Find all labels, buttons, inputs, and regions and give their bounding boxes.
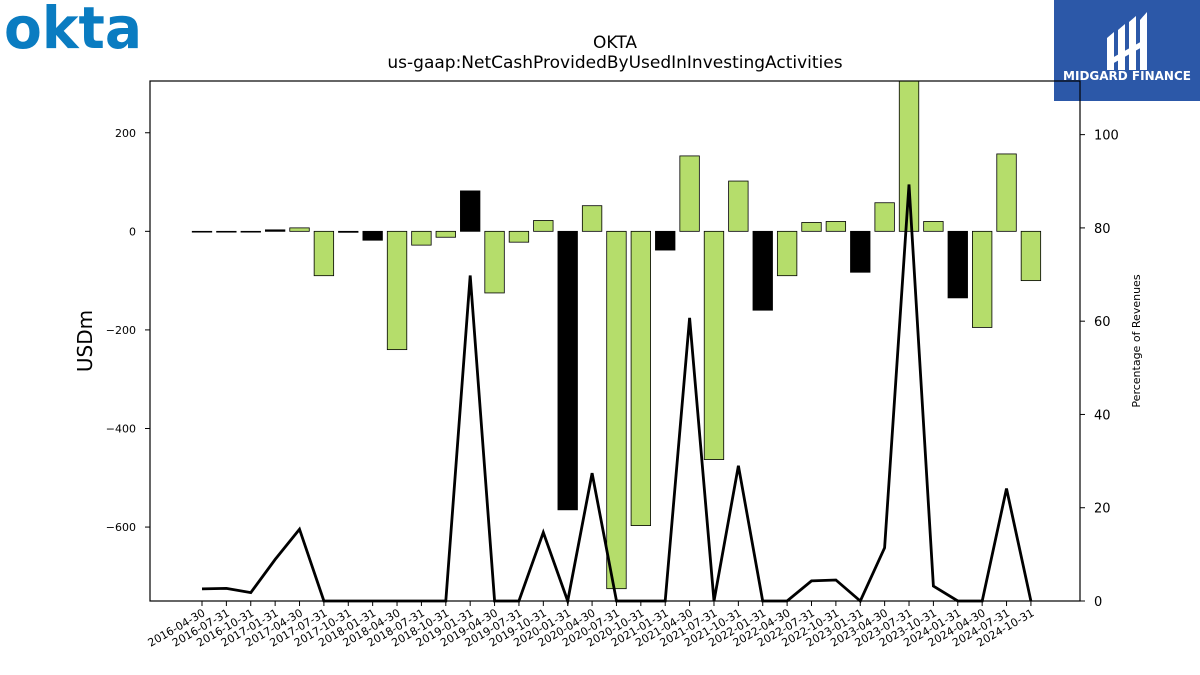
bar-2022-04-30 bbox=[776, 230, 798, 277]
y2-tick-label: 20 bbox=[1094, 502, 1111, 517]
bar-2018-10-31 bbox=[435, 230, 456, 238]
bar-2024-07-31 bbox=[996, 153, 1017, 232]
midgard-finance-logo: MIDGARD FINANCE bbox=[1054, 0, 1200, 101]
y-axis: 200 0 −200 −400 −600 bbox=[106, 127, 150, 534]
bar-2016-04-30 bbox=[191, 230, 213, 233]
y2-axis: 0 20 40 60 80 100 bbox=[1080, 129, 1119, 610]
y2-axis-label: Percentage of Revenues bbox=[1130, 274, 1143, 407]
bar-2022-07-31 bbox=[801, 222, 822, 232]
bar-2020-01-31 bbox=[557, 230, 578, 511]
y-tick-label: −200 bbox=[106, 324, 136, 337]
bar-2017-07-31 bbox=[313, 230, 335, 277]
bar-2017-04-30 bbox=[289, 227, 310, 232]
bar-2021-04-30 bbox=[679, 155, 700, 232]
bar-2019-04-30 bbox=[484, 230, 505, 294]
okta-logo: okta bbox=[4, 0, 149, 62]
bar-2021-07-31 bbox=[703, 230, 725, 460]
bar-2023-10-31 bbox=[923, 221, 944, 232]
y2-tick-label: 100 bbox=[1094, 129, 1119, 144]
bar-2023-01-31 bbox=[850, 230, 871, 273]
okta-logo-text: okta bbox=[4, 0, 142, 60]
plot-frame bbox=[149, 80, 1081, 602]
chart-subtitle: us-gaap:NetCashProvidedByUsedInInvesting… bbox=[387, 53, 842, 73]
bar-2020-04-30 bbox=[581, 205, 603, 232]
bar-2016-07-31 bbox=[216, 230, 237, 233]
bar-2017-10-31 bbox=[338, 230, 359, 233]
y-tick-label: −600 bbox=[106, 521, 136, 534]
bar-2016-10-31 bbox=[240, 230, 261, 233]
y-axis-label: USDm bbox=[73, 310, 97, 372]
bar-2020-07-31 bbox=[606, 230, 627, 590]
bar-2022-01-31 bbox=[752, 230, 773, 311]
midgard-logo-text: MIDGARD FINANCE bbox=[1063, 69, 1191, 83]
bar-2018-01-31 bbox=[362, 230, 383, 241]
bar-2019-01-31 bbox=[460, 190, 481, 232]
bar-series bbox=[191, 80, 1042, 590]
midgard-emblem-icon bbox=[1107, 12, 1147, 70]
bar-2020-10-31 bbox=[630, 230, 651, 526]
y2-tick-label: 60 bbox=[1094, 315, 1111, 330]
bar-2019-07-31 bbox=[508, 230, 530, 243]
bar-2023-04-30 bbox=[874, 202, 895, 232]
y2-tick-label: 40 bbox=[1094, 408, 1111, 423]
bar-2022-10-31 bbox=[825, 221, 847, 232]
bar-2019-10-31 bbox=[533, 220, 554, 232]
bar-2024-04-30 bbox=[972, 230, 993, 328]
bar-2017-01-31 bbox=[264, 229, 286, 232]
bar-2024-01-31 bbox=[947, 230, 968, 299]
bar-2021-01-31 bbox=[655, 230, 676, 251]
y-tick-label: −400 bbox=[106, 422, 136, 435]
bar-2018-07-31 bbox=[411, 230, 432, 246]
bar-2021-10-31 bbox=[728, 180, 749, 232]
y2-tick-label: 0 bbox=[1094, 595, 1102, 610]
chart-title: OKTA bbox=[593, 33, 637, 53]
y-tick-label: 200 bbox=[115, 127, 136, 140]
y-tick-label: 0 bbox=[129, 225, 136, 238]
y2-tick-label: 80 bbox=[1094, 222, 1111, 237]
bar-2023-07-31 bbox=[898, 80, 920, 232]
x-axis: 2016-04-302016-07-312016-10-312017-01-31… bbox=[146, 601, 1036, 650]
bar-2018-04-30 bbox=[386, 230, 408, 351]
bar-2024-10-31 bbox=[1020, 230, 1042, 282]
